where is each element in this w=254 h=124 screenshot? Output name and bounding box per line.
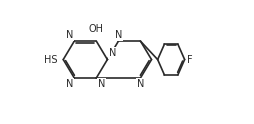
Text: OH: OH bbox=[89, 24, 104, 34]
Text: N: N bbox=[66, 30, 73, 40]
Text: N: N bbox=[137, 79, 144, 89]
Text: N: N bbox=[115, 30, 122, 40]
Text: N: N bbox=[98, 79, 105, 89]
Text: F: F bbox=[187, 55, 193, 65]
Text: N: N bbox=[109, 48, 116, 58]
Text: N: N bbox=[66, 79, 73, 89]
Text: HS: HS bbox=[44, 55, 58, 65]
